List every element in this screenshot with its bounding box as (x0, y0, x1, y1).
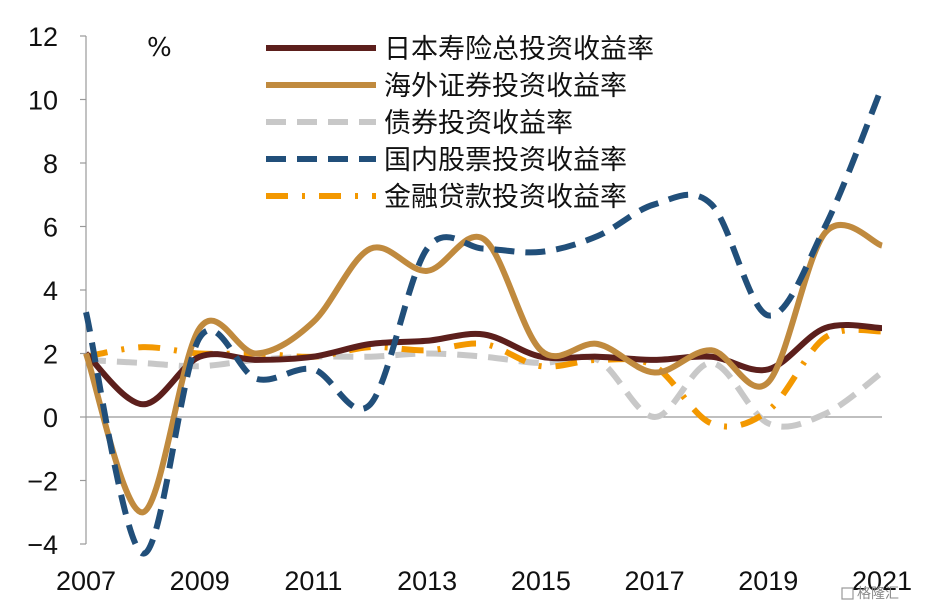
watermark: 格隆汇 (841, 586, 899, 602)
x-tick-label: 2015 (511, 566, 571, 596)
y-tick-label: 2 (43, 340, 58, 370)
series-line (85, 326, 883, 430)
x-tick-label: 2011 (284, 566, 342, 596)
legend-label: 日本寿险总投资收益率 (384, 34, 654, 65)
y-tick-label: 10 (28, 86, 58, 116)
legend-label: 金融贷款投资收益率 (384, 182, 627, 213)
y-tick-label: 12 (28, 22, 58, 52)
y-tick-label: 8 (43, 149, 58, 179)
legend-label: 国内股票投资收益率 (384, 145, 627, 176)
watermark-text: 格隆汇 (857, 586, 899, 602)
y-tick-label: 6 (43, 213, 58, 243)
series-line (83, 222, 884, 516)
x-tick-label: 2019 (738, 566, 798, 596)
legend-label: 海外证券投资收益率 (384, 71, 627, 102)
y-tick-marks (80, 35, 86, 545)
x-tick-label: 2013 (397, 566, 457, 596)
y-tick-label: −2 (27, 467, 58, 497)
legend: 日本寿险总投资收益率海外证券投资收益率债券投资收益率国内股票投资收益率金融贷款投… (266, 34, 654, 213)
y-tick-labels: 12 10 8 6 4 2 0 −2 −4 (27, 22, 58, 560)
unit-label: % (147, 33, 172, 63)
x-tick-label: 2021 (852, 566, 912, 596)
series-line (85, 350, 884, 430)
x-tick-label: 2017 (625, 566, 685, 596)
y-tick-label: −4 (27, 530, 58, 560)
series-lines (83, 85, 885, 557)
y-tick-label: 4 (43, 276, 58, 306)
y-tick-label: 0 (43, 403, 58, 433)
x-tick-label: 2009 (170, 566, 230, 596)
series-line (83, 322, 883, 408)
watermark-logo-icon (841, 587, 854, 600)
series-line (83, 85, 885, 557)
legend-label: 债券投资收益率 (384, 108, 573, 139)
x-tick-label: 2007 (56, 566, 116, 596)
x-tick-labels: 2007 2009 2011 2013 2015 2017 2019 2021 (56, 566, 912, 596)
